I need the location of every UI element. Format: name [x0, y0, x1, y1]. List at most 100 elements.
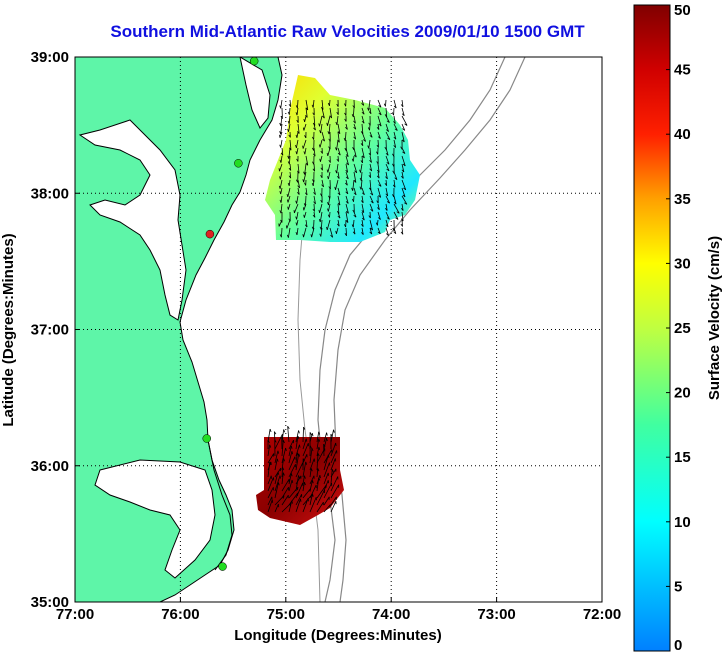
- velocity-arrow-head: [277, 471, 280, 475]
- delaware-bay: [239, 57, 271, 129]
- velocity-arrow-head: [279, 134, 281, 138]
- velocity-arrow: [377, 139, 379, 148]
- x-tick-label: 77:00: [56, 606, 94, 623]
- velocity-arrow-head: [367, 107, 370, 111]
- velocity-arrow: [296, 211, 299, 220]
- velocity-arrow: [377, 227, 381, 235]
- velocity-arrow: [401, 219, 403, 227]
- velocity-arrow: [377, 107, 382, 116]
- velocity-arrow: [288, 445, 292, 457]
- velocity-arrow-head: [304, 475, 306, 479]
- velocity-arrow-head: [269, 444, 272, 448]
- velocity-arrow: [280, 155, 283, 163]
- velocity-arrow-head: [336, 103, 339, 107]
- velocity-arrow-head: [344, 103, 347, 107]
- velocity-arrow: [393, 131, 397, 140]
- velocity-arrow: [329, 107, 333, 119]
- velocity-arrow: [296, 227, 299, 235]
- velocity-arrow-head: [327, 454, 330, 458]
- velocity-arrow: [385, 107, 388, 117]
- velocity-arrow: [353, 163, 358, 173]
- velocity-arrow: [267, 444, 271, 457]
- velocity-arrow: [313, 211, 316, 218]
- velocity-arrow-head: [311, 104, 314, 108]
- colorbar-tick-label: 35: [674, 191, 691, 208]
- velocity-arrow-head: [377, 231, 381, 235]
- velocity-arrow: [316, 448, 326, 464]
- velocity-arrow: [305, 99, 309, 111]
- velocity-arrow-head: [385, 193, 389, 197]
- velocity-arrow-head: [320, 167, 323, 171]
- velocity-arrow-head: [279, 131, 282, 135]
- velocity-arrow-head: [287, 120, 290, 124]
- velocity-arrow-head: [404, 123, 408, 126]
- velocity-arrow: [401, 227, 404, 235]
- velocity-arrow: [361, 147, 365, 159]
- velocity-arrow-head: [319, 130, 322, 134]
- velocity-arrow: [393, 227, 397, 234]
- velocity-arrow-head: [327, 202, 329, 206]
- velocity-arrow: [326, 219, 331, 230]
- velocity-arrow: [321, 163, 323, 171]
- velocity-arrow-head: [401, 113, 405, 117]
- velocity-arrow-head: [283, 458, 286, 462]
- velocity-arrow-head: [312, 147, 315, 151]
- velocity-arrow: [302, 475, 305, 485]
- velocity-arrow: [385, 203, 388, 211]
- velocity-arrow: [345, 171, 349, 180]
- velocity-arrow-head: [393, 121, 396, 124]
- velocity-arrow-head: [376, 200, 379, 204]
- velocity-arrow-head: [377, 217, 381, 220]
- velocity-arrow-head: [295, 222, 298, 226]
- velocity-arrow: [345, 227, 347, 236]
- velocity-arrow: [288, 115, 291, 124]
- velocity-arrow: [361, 211, 365, 221]
- velocity-arrow: [295, 430, 299, 443]
- velocity-arrow-head: [319, 233, 322, 237]
- velocity-arrow-head: [281, 436, 284, 440]
- velocity-arrow: [309, 448, 313, 464]
- velocity-arrow: [361, 99, 365, 106]
- velocity-arrow-head: [302, 145, 304, 149]
- velocity-arrow: [323, 438, 327, 450]
- velocity-arrow: [296, 219, 299, 226]
- velocity-arrow: [279, 131, 283, 138]
- velocity-arrow-head: [378, 184, 382, 187]
- velocity-arrow: [304, 163, 307, 175]
- velocity-arrow: [369, 147, 371, 156]
- velocity-arrow: [360, 179, 363, 190]
- velocity-arrow-head: [386, 233, 389, 236]
- velocity-arrow: [321, 107, 325, 119]
- velocity-arrow: [377, 171, 380, 179]
- velocity-arrow: [329, 227, 334, 238]
- velocity-arrow-head: [302, 179, 305, 183]
- velocity-arrow: [401, 123, 406, 131]
- velocity-arrow: [319, 139, 323, 148]
- velocity-arrow: [267, 477, 274, 492]
- velocity-arrow-head: [269, 461, 272, 465]
- velocity-arrow-head: [384, 183, 388, 186]
- colorbar-tick-label: 40: [674, 126, 691, 143]
- velocity-arrow-head: [298, 430, 300, 434]
- radar-station-marker: [249, 57, 259, 66]
- velocity-arrow: [279, 171, 283, 180]
- colorbar-axis: 0 5 10 15 20 25 30 35 40 45 50: [666, 2, 691, 654]
- velocity-arrow-head: [287, 155, 290, 159]
- velocity-arrow-head: [404, 202, 408, 205]
- colorbar-tick-label: 50: [674, 2, 691, 19]
- velocity-arrow-head: [310, 468, 313, 472]
- velocity-arrow: [316, 489, 325, 506]
- velocity-arrow-head: [297, 185, 300, 189]
- velocity-arrow-head: [287, 206, 289, 210]
- velocity-arrow: [289, 155, 291, 165]
- velocity-arrow: [296, 147, 299, 155]
- velocity-arrow: [281, 494, 289, 506]
- velocity-arrow: [281, 478, 290, 492]
- velocity-arrow: [393, 211, 399, 220]
- velocity-arrow-head: [295, 134, 298, 138]
- velocity-arrow: [328, 123, 331, 135]
- velocity-arrow: [274, 495, 285, 506]
- velocity-arrow: [369, 203, 374, 212]
- velocity-arrow-head: [392, 170, 395, 174]
- velocity-arrow: [288, 123, 291, 132]
